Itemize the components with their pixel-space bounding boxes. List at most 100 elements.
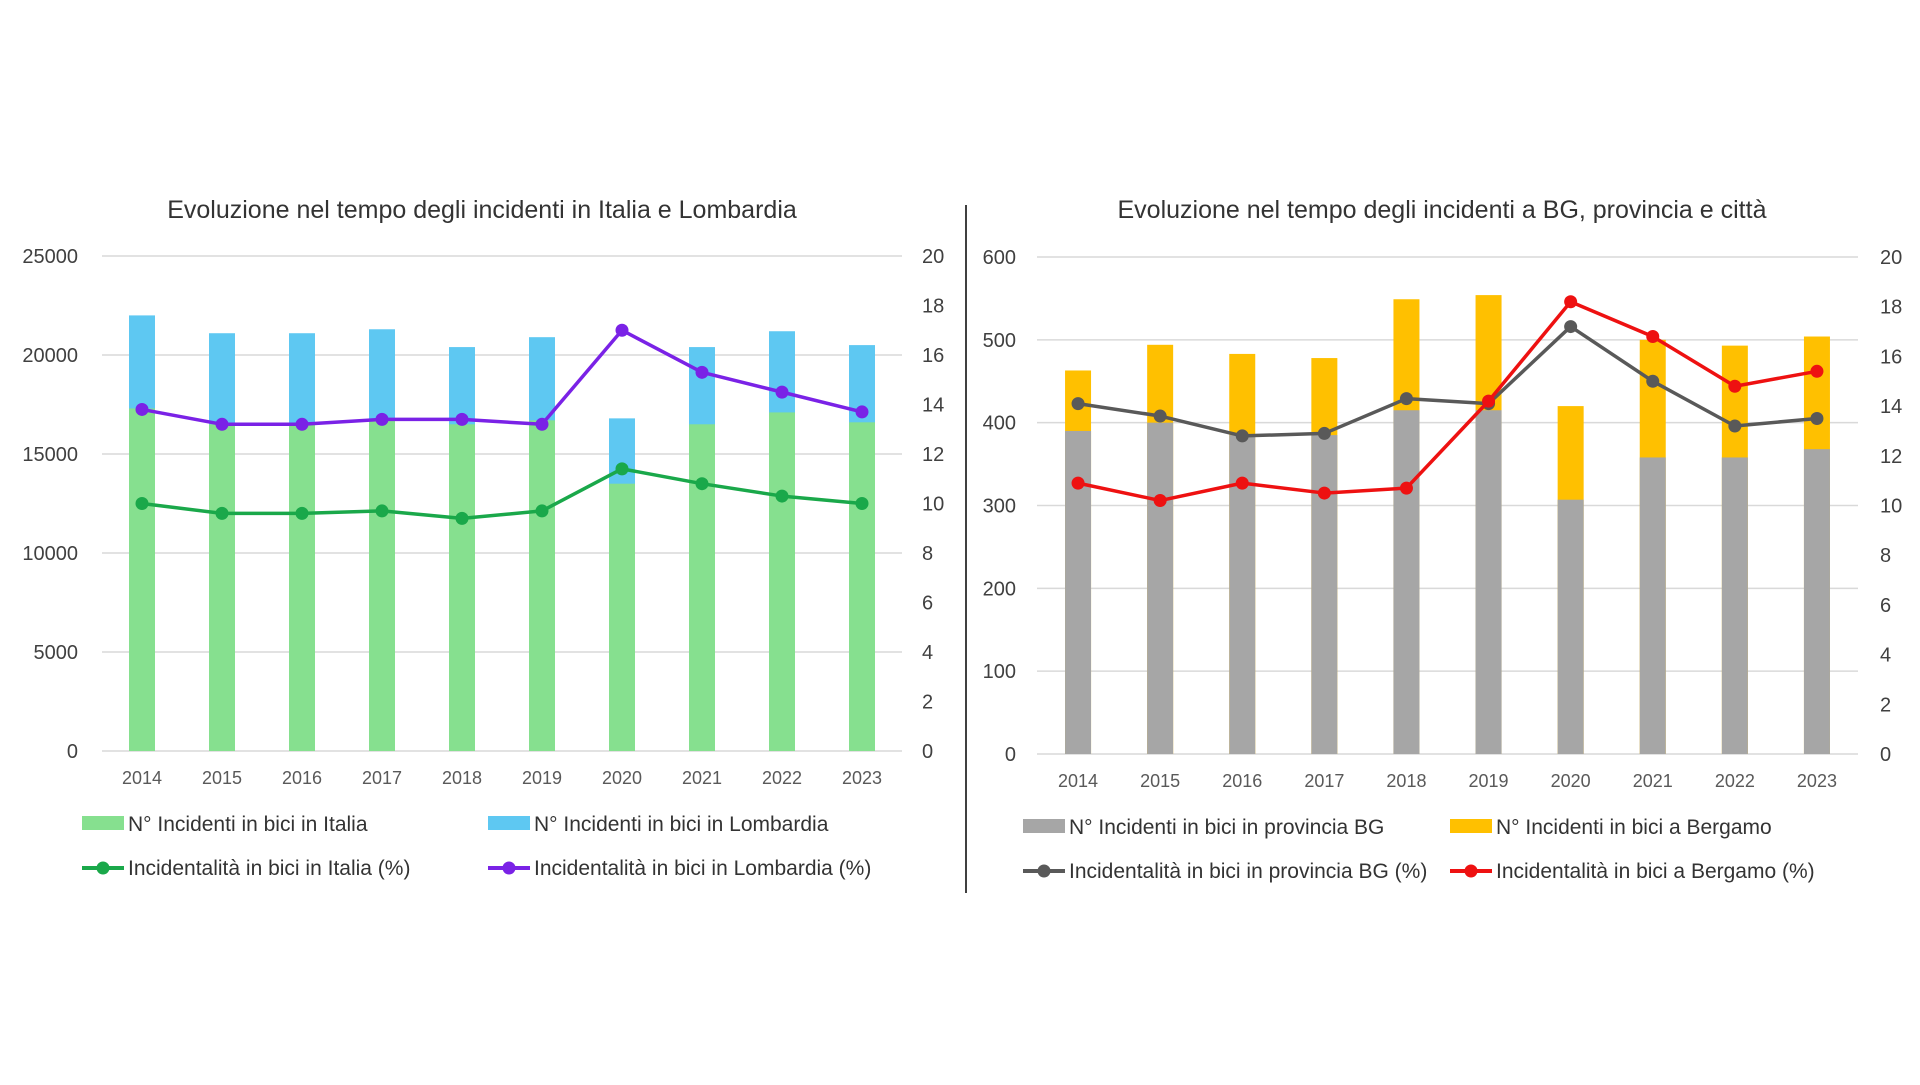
point-incidentalita-in-bici-in-lombardia-2020 [615,323,629,337]
bar-n-incidenti-in-bici-in-italia-2018 [449,424,475,751]
point-incidentalita-in-bici-in-lombardia-2014 [135,402,149,416]
point-incidentalita-in-bici-in-lombardia-2023 [855,405,869,419]
point-incidentalita-in-bici-in-italia-2022 [775,489,789,503]
x-tick-label: 2015 [1140,771,1180,791]
x-tick-label: 2017 [362,768,402,788]
x-tick-label: 2020 [602,768,642,788]
point-incidentalita-in-bici-in-provincia-bg-2023 [1810,412,1824,426]
x-tick-label: 2019 [1469,771,1509,791]
bar-n-incidenti-in-bici-in-italia-2022 [769,412,795,751]
y-right-tick-label: 2 [922,692,933,714]
y-right-tick-label: 0 [922,741,933,763]
y-left-tick-label: 500 [983,330,1016,352]
legend-swatch-n-incidenti-in-bici-in-provincia-bg [1023,819,1065,833]
y-right-tick-label: 20 [922,246,944,268]
point-incidentalita-in-bici-in-italia-2016 [295,506,309,520]
point-incidentalita-in-bici-a-bergamo-2023 [1810,364,1824,378]
point-incidentalita-in-bici-in-provincia-bg-2021 [1646,374,1660,388]
y-right-tick-label: 6 [1880,595,1891,617]
point-incidentalita-in-bici-a-bergamo-2022 [1728,379,1742,393]
bar-n-incidenti-in-bici-in-provincia-bg-2018 [1393,410,1420,754]
point-incidentalita-in-bici-in-lombardia-2015 [215,417,229,431]
point-incidentalita-in-bici-in-provincia-bg-2020 [1564,320,1578,334]
x-tick-label: 2017 [1304,771,1344,791]
legend-marker-incidentalita-in-bici-in-italia [96,861,110,875]
x-tick-label: 2023 [1797,771,1837,791]
x-tick-label: 2020 [1551,771,1591,791]
legend-label-n-incidenti-in-bici-in-italia: N° Incidenti in bici in Italia [128,813,368,836]
line-incidentalita-in-bici-in-provincia-bg [1077,324,1818,438]
y-right-tick-label: 12 [922,444,944,466]
bar-n-incidenti-in-bici-in-italia-2014 [129,408,155,751]
y-right-tick-label: 18 [922,296,944,318]
x-tick-label: 2016 [1222,771,1262,791]
legend-label-incidentalita-in-bici-in-italia: Incidentalità in bici in Italia (%) [128,857,410,880]
y-right-tick-label: 8 [922,543,933,565]
point-incidentalita-in-bici-in-lombardia-2016 [295,417,309,431]
bar-n-incidenti-in-bici-in-provincia-bg-2023 [1803,449,1830,754]
bar-n-incidenti-in-bici-in-provincia-bg-2022 [1721,457,1748,754]
x-tick-label: 2016 [282,768,322,788]
bar-n-incidenti-in-bici-in-provincia-bg-2015 [1147,422,1174,754]
bar-n-incidenti-in-bici-in-provincia-bg-2021 [1639,457,1666,754]
legend-marker-incidentalita-in-bici-in-lombardia [502,861,516,875]
bar-n-incidenti-in-bici-in-italia-2017 [369,420,395,751]
point-incidentalita-in-bici-a-bergamo-2016 [1235,476,1249,490]
legend-swatch-n-incidenti-in-bici-in-italia [82,816,124,830]
y-right-tick-label: 14 [922,395,944,417]
x-tick-label: 2014 [122,768,162,788]
x-tick-label: 2019 [522,768,562,788]
y-right-tick-label: 2 [1880,694,1891,716]
y-left-tick-label: 0 [1005,744,1016,766]
x-tick-label: 2018 [442,768,482,788]
legend-swatch-n-incidenti-in-bici-a-bergamo [1450,819,1492,833]
y-left-tick-label: 600 [983,247,1016,269]
point-incidentalita-in-bici-in-lombardia-2019 [535,417,549,431]
y-right-tick-label: 4 [922,642,933,664]
chart-title: Evoluzione nel tempo degli incidenti in … [167,196,797,224]
x-tick-label: 2021 [682,768,722,788]
chart-bergamo: Evoluzione nel tempo degli incidenti a B… [983,196,1903,883]
y-right-tick-label: 18 [1880,297,1902,319]
legend-label-n-incidenti-in-bici-a-bergamo: N° Incidenti in bici a Bergamo [1496,816,1772,839]
y-right-tick-label: 12 [1880,446,1902,468]
legend-marker-incidentalita-in-bici-a-bergamo [1464,864,1478,878]
legend-label-incidentalita-in-bici-a-bergamo: Incidentalità in bici a Bergamo (%) [1496,860,1815,883]
x-tick-label: 2022 [762,768,802,788]
y-left-tick-label: 100 [983,661,1016,683]
point-incidentalita-in-bici-in-lombardia-2018 [455,412,469,426]
point-incidentalita-in-bici-in-italia-2023 [855,497,869,510]
bar-n-incidenti-in-bici-in-provincia-bg-2017 [1311,435,1338,754]
legend-label-n-incidenti-in-bici-in-provincia-bg: N° Incidenti in bici in provincia BG [1069,816,1384,839]
legend-label-incidentalita-in-bici-in-lombardia: Incidentalità in bici in Lombardia (%) [534,857,871,880]
legend-label-n-incidenti-in-bici-in-lombardia: N° Incidenti in bici in Lombardia [534,813,829,836]
point-incidentalita-in-bici-in-lombardia-2017 [375,412,389,426]
bar-n-incidenti-in-bici-in-provincia-bg-2019 [1475,410,1502,754]
legend-label-incidentalita-in-bici-in-provincia-bg: Incidentalità in bici in provincia BG (%… [1069,860,1427,883]
point-incidentalita-in-bici-a-bergamo-2018 [1399,481,1413,495]
point-incidentalita-in-bici-a-bergamo-2020 [1564,295,1578,309]
y-left-tick-label: 400 [983,413,1016,435]
bar-n-incidenti-in-bici-in-italia-2019 [529,420,555,751]
chart-title: Evoluzione nel tempo degli incidenti a B… [1118,196,1767,224]
x-tick-label: 2022 [1715,771,1755,791]
point-incidentalita-in-bici-in-provincia-bg-2014 [1071,397,1085,411]
point-incidentalita-in-bici-a-bergamo-2014 [1071,476,1085,490]
point-incidentalita-in-bici-in-provincia-bg-2016 [1235,429,1249,443]
point-incidentalita-in-bici-a-bergamo-2017 [1317,486,1331,500]
x-tick-label: 2021 [1633,771,1673,791]
y-right-tick-label: 6 [922,593,933,615]
point-incidentalita-in-bici-a-bergamo-2019 [1482,394,1496,408]
y-left-tick-label: 200 [983,578,1016,600]
point-incidentalita-in-bici-in-italia-2021 [695,477,709,491]
point-incidentalita-in-bici-in-provincia-bg-2022 [1728,419,1742,433]
bar-n-incidenti-in-bici-in-italia-2021 [689,424,715,751]
point-incidentalita-in-bici-in-italia-2014 [135,497,149,510]
y-right-tick-label: 10 [1880,496,1902,518]
y-right-tick-label: 0 [1880,744,1891,766]
point-incidentalita-in-bici-in-lombardia-2022 [775,385,789,399]
x-tick-label: 2023 [842,768,882,788]
y-left-tick-label: 15000 [22,444,78,466]
